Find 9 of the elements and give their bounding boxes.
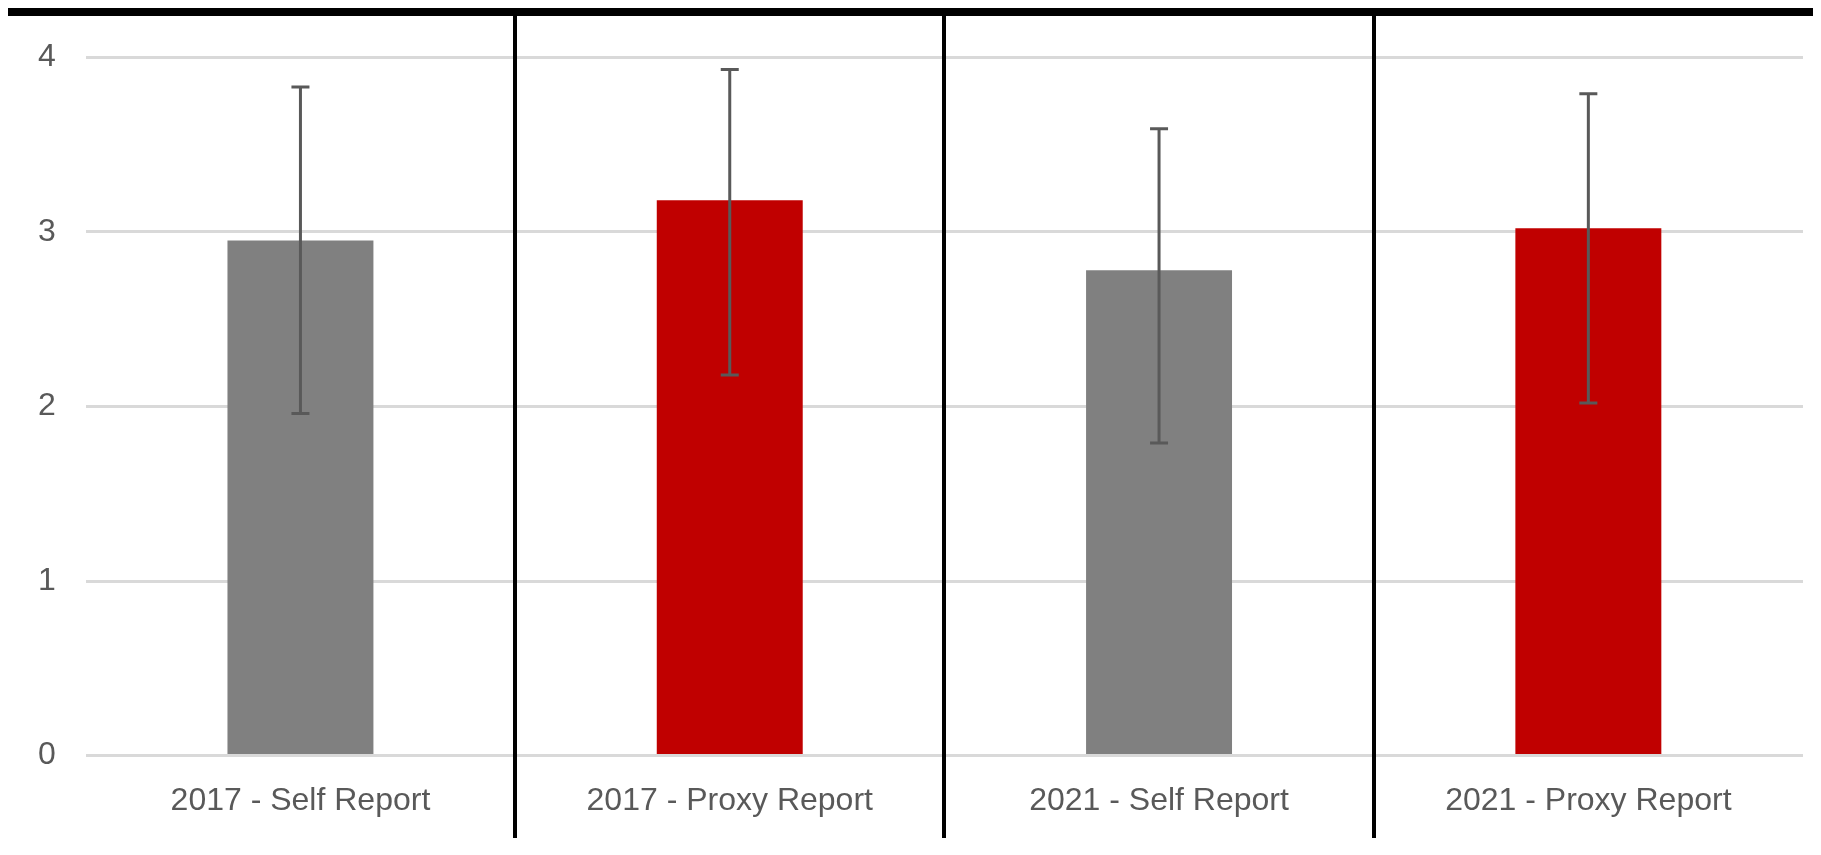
x-tick-label: 2017 - Self Report: [170, 780, 431, 817]
y-tick-label: 2: [38, 386, 56, 423]
x-tick-label: 2017 - Proxy Report: [586, 780, 874, 817]
x-tick-label: 2021 - Proxy Report: [1445, 780, 1732, 817]
y-tick-label: 3: [38, 211, 56, 248]
y-tick-label: 1: [38, 560, 56, 597]
y-tick-label: 4: [38, 37, 56, 74]
y-tick-label: 0: [38, 735, 56, 772]
x-tick-label: 2021 - Self Report: [1029, 780, 1290, 817]
